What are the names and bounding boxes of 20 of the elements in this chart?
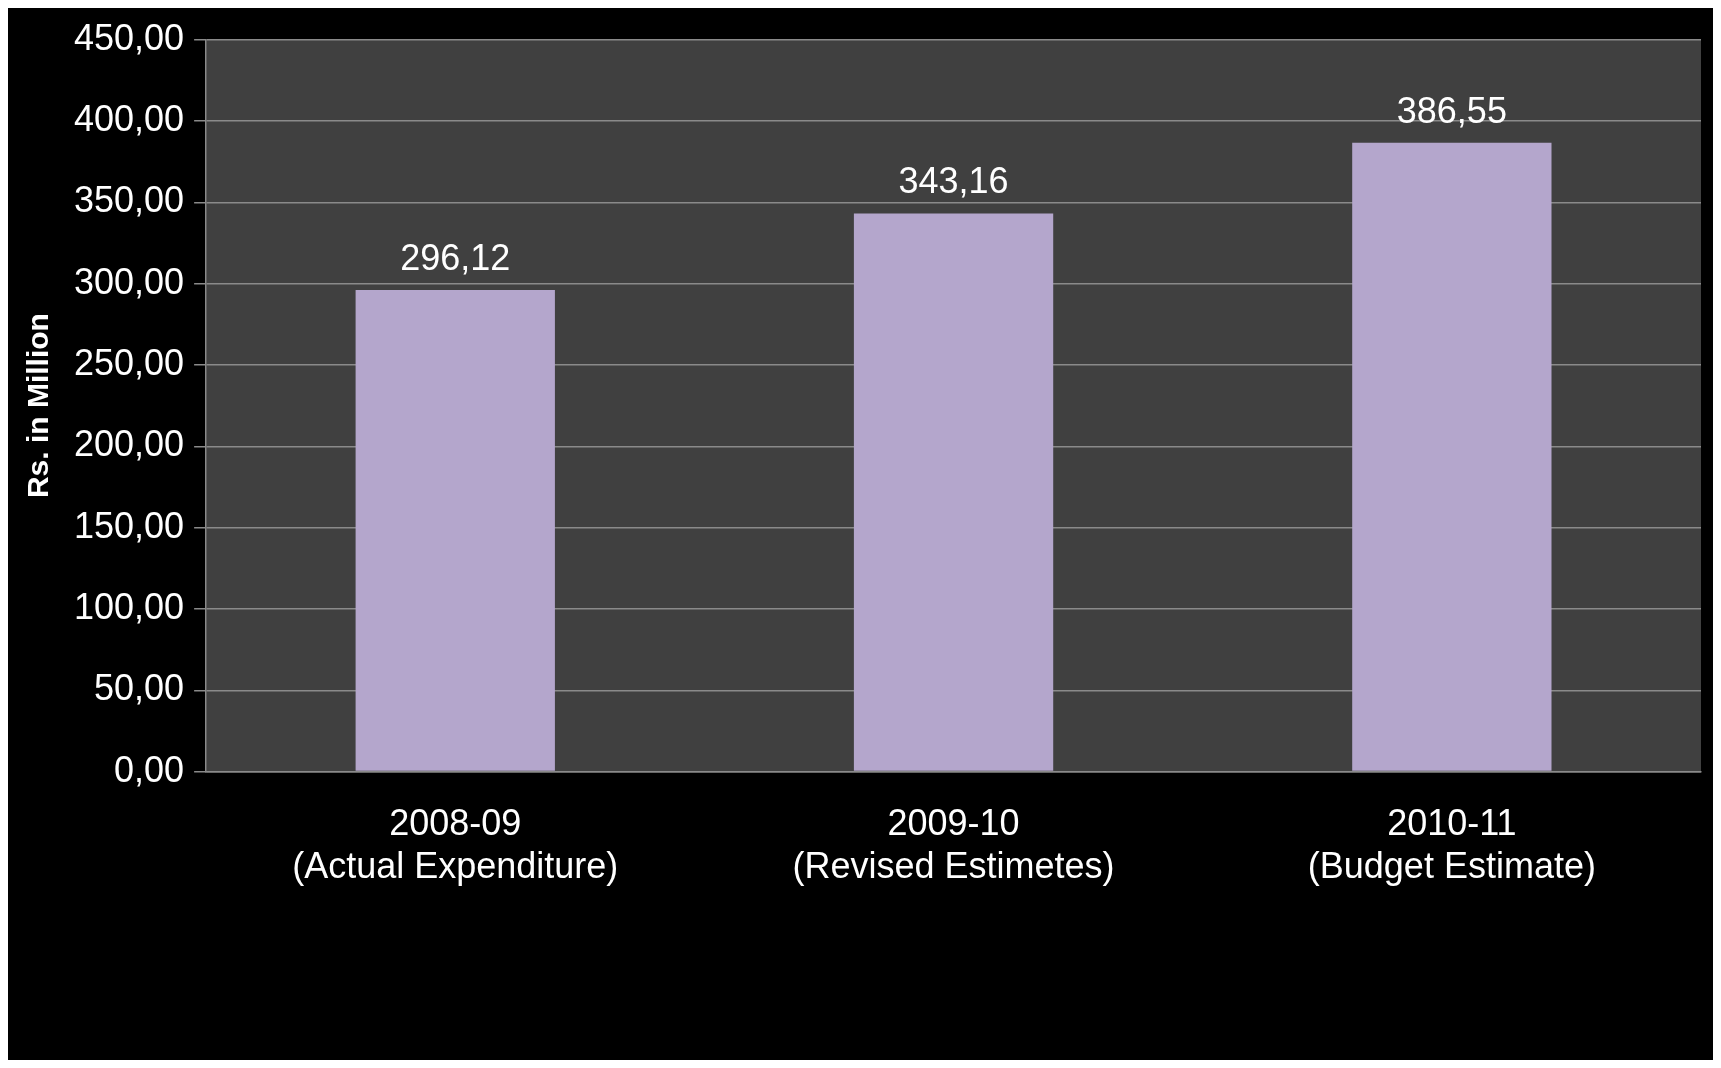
y-tick-label: 150,00: [74, 504, 185, 546]
y-axis-title: Rs. in Million: [21, 313, 55, 499]
data-label: 386,55: [1396, 89, 1507, 131]
y-tick-label: 50,00: [94, 667, 185, 709]
bar: [355, 289, 555, 771]
x-tick-label: 2008-09 (Actual Expenditure): [292, 802, 619, 887]
data-label: 296,12: [400, 236, 511, 278]
bar: [853, 213, 1054, 771]
y-tick-label: 300,00: [74, 260, 185, 302]
y-tick-label: 250,00: [74, 341, 185, 383]
x-tick-label: 2010-11 (Budget Estimate): [1307, 802, 1596, 887]
y-tick-label: 400,00: [74, 97, 185, 139]
data-label: 343,16: [898, 160, 1009, 202]
y-tick-label: 100,00: [74, 585, 185, 627]
y-tick-label: 450,00: [74, 16, 185, 58]
y-tick-label: 0,00: [114, 748, 185, 790]
x-tick-label: 2009-10 (Revised Estimetes): [792, 802, 1115, 887]
bar: [1352, 142, 1552, 771]
y-tick-label: 200,00: [74, 423, 185, 465]
y-tick-label: 350,00: [74, 179, 185, 221]
